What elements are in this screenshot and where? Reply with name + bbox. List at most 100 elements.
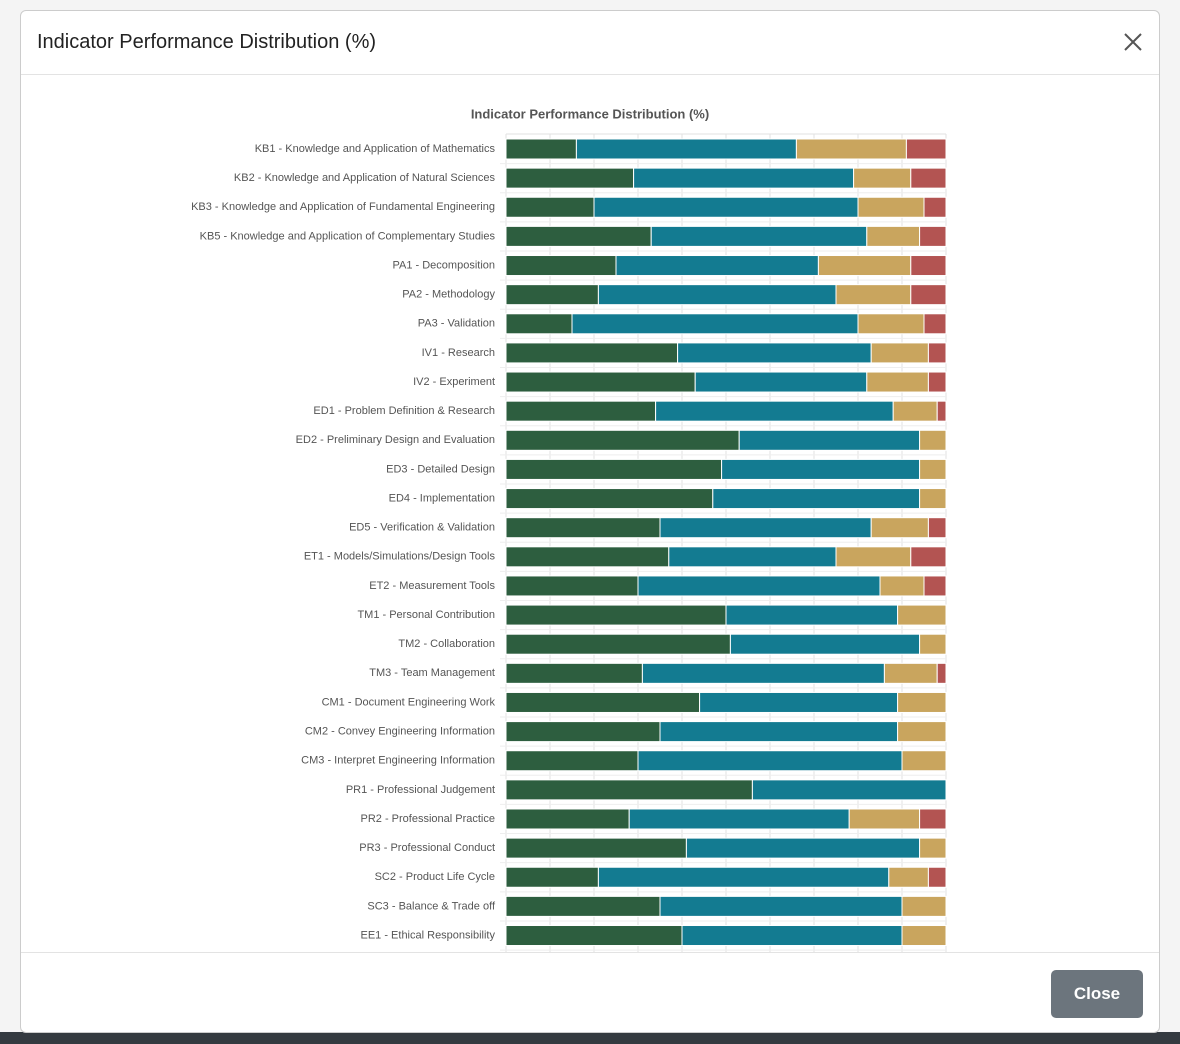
bar-segment	[699, 691, 899, 713]
bar-segment	[817, 255, 912, 277]
bar-segment	[650, 225, 868, 247]
y-tick-label: SC3 - Balance & Trade off	[367, 900, 496, 912]
bar-segment	[857, 196, 925, 218]
y-tick-label: TM1 - Personal Contribution	[357, 609, 495, 621]
bar-segment	[659, 895, 903, 917]
y-tick-label: KB2 - Knowledge and Application of Natur…	[234, 172, 496, 184]
bar-segment	[505, 633, 731, 655]
bar-segment	[505, 400, 657, 422]
y-tick-label: TM2 - Collaboration	[398, 638, 495, 650]
bar-segment	[505, 488, 714, 510]
y-tick-label: PA1 - Decomposition	[392, 259, 495, 271]
bar-segment	[659, 721, 899, 743]
bar-segment	[505, 895, 661, 917]
chart-title: Indicator Performance Distribution (%)	[471, 106, 709, 121]
bar-segment	[505, 429, 740, 451]
bar-segment	[910, 255, 947, 277]
y-tick-label: PA3 - Validation	[418, 318, 495, 330]
bar-segment	[637, 575, 881, 597]
bar-segment	[655, 400, 894, 422]
close-button[interactable]: Close	[1051, 970, 1143, 1018]
modal: Indicator Performance Distribution (%) I…	[20, 10, 1160, 1033]
bar-segment	[721, 458, 921, 480]
bar-segment	[905, 138, 947, 160]
y-tick-label: SC2 - Product Life Cycle	[375, 871, 495, 883]
bar-segment	[897, 721, 947, 743]
y-tick-label: KB5 - Knowledge and Application of Compl…	[200, 230, 496, 242]
bar-segment	[936, 400, 947, 422]
bar-segment	[870, 342, 929, 364]
bar-segment	[668, 546, 837, 568]
bar-segment	[901, 895, 947, 917]
bar-segment	[641, 662, 885, 684]
bar-segment	[751, 779, 947, 801]
y-tick-label: CM1 - Document Engineering Work	[322, 696, 496, 708]
bar-segment	[910, 284, 947, 306]
y-tick-label: PR2 - Professional Practice	[361, 813, 496, 825]
bar-segment	[505, 196, 595, 218]
y-tick-label: ED1 - Problem Definition & Research	[313, 405, 495, 417]
bar-segment	[835, 546, 912, 568]
modal-header: Indicator Performance Distribution (%)	[21, 11, 1159, 75]
y-tick-label: PA2 - Methodology	[402, 289, 495, 301]
y-tick-label: KB3 - Knowledge and Application of Funda…	[191, 201, 495, 213]
bar-segment	[505, 866, 599, 888]
y-tick-label: PR1 - Professional Judgement	[346, 784, 495, 796]
bar-segment	[505, 517, 661, 539]
bar-segment	[919, 633, 947, 655]
bar-segment	[910, 167, 947, 189]
bar-segment	[910, 546, 947, 568]
y-tick-label: KB1 - Knowledge and Application of Mathe…	[255, 143, 496, 155]
bar-segment	[712, 488, 921, 510]
bar-segment	[505, 371, 696, 393]
bar-segment	[694, 371, 868, 393]
bar-segment	[637, 750, 903, 772]
bar-segment	[597, 866, 890, 888]
bar-segment	[897, 691, 947, 713]
bar-segment	[505, 691, 701, 713]
bar-segment	[729, 633, 921, 655]
bar-segment	[505, 284, 599, 306]
bar-segment	[505, 167, 635, 189]
bar-segment	[505, 342, 679, 364]
bar-segment	[505, 138, 577, 160]
bar-segment	[505, 546, 670, 568]
bar-segment	[505, 255, 617, 277]
page-footer	[0, 1032, 1180, 1044]
bar-segment	[919, 458, 947, 480]
bar-segment	[888, 866, 929, 888]
y-tick-label: ET2 - Measurement Tools	[369, 580, 495, 592]
bar-segment	[927, 866, 947, 888]
bar-segment	[795, 138, 907, 160]
bar-segment	[883, 662, 938, 684]
bar-segment	[866, 371, 929, 393]
bar-segment	[505, 925, 683, 947]
bar-segment	[866, 225, 921, 247]
y-tick-label: ED2 - Preliminary Design and Evaluation	[296, 434, 495, 446]
bar-segment	[571, 313, 859, 335]
bar-segment	[597, 284, 837, 306]
bar-segment	[936, 662, 947, 684]
y-tick-label: ED5 - Verification & Validation	[349, 522, 495, 534]
modal-body: Indicator Performance Distribution (%) K…	[21, 75, 1159, 952]
bar-segment	[919, 225, 947, 247]
bar-segment	[505, 225, 652, 247]
bar-segment	[505, 313, 573, 335]
bar-segment	[923, 313, 947, 335]
bar-segment	[927, 342, 947, 364]
chart: Indicator Performance Distribution (%) K…	[191, 106, 947, 952]
bar-segment	[892, 400, 938, 422]
close-icon[interactable]	[1122, 31, 1144, 53]
bar-segment	[923, 575, 947, 597]
bar-segment	[919, 808, 947, 830]
bar-segment	[897, 604, 947, 626]
bar-segment	[681, 925, 903, 947]
bar-segment	[901, 750, 947, 772]
bar-segment	[505, 779, 753, 801]
bar-segment	[505, 721, 661, 743]
bar-segment	[835, 284, 912, 306]
y-tick-label: TM3 - Team Management	[369, 667, 495, 679]
y-tick-label: ET1 - Models/Simulations/Design Tools	[304, 551, 496, 563]
bar-segment	[505, 837, 687, 859]
